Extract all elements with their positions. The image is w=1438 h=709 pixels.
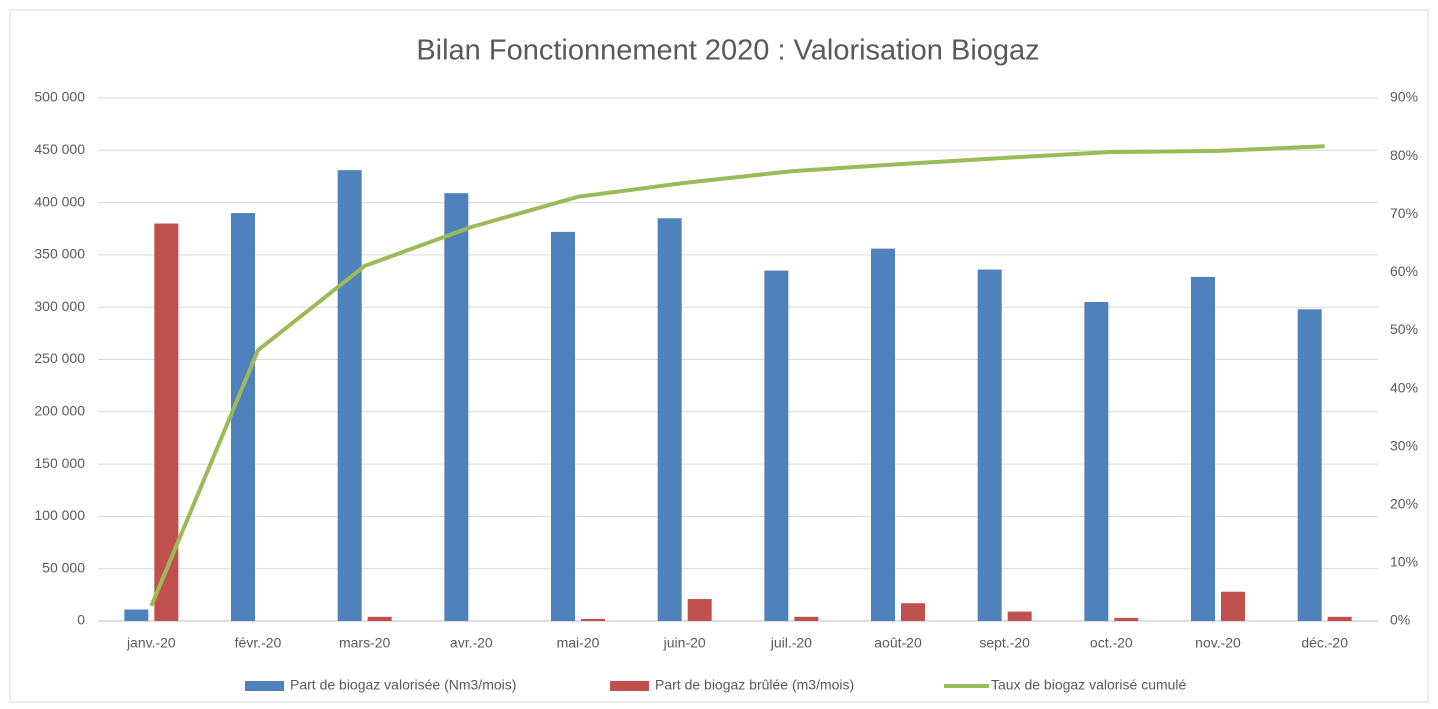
y-tick-label: 300 000 — [34, 298, 85, 314]
x-tick-label: déc.-20 — [1301, 635, 1348, 651]
legend-label: Taux de biogaz valorisé cumulé — [991, 677, 1187, 693]
bar — [444, 193, 469, 621]
x-tick-label: févr.-20 — [235, 635, 282, 651]
bar — [687, 599, 712, 621]
y-tick-label: 0 — [77, 612, 85, 628]
legend-swatch — [610, 681, 649, 691]
bar — [1221, 591, 1245, 621]
y2-tick-label: 30% — [1390, 437, 1418, 453]
x-tick-label: nov.-20 — [1195, 635, 1241, 651]
y2-tick-label: 60% — [1390, 263, 1418, 279]
bar — [901, 603, 925, 621]
y-tick-label: 350 000 — [34, 246, 85, 262]
legend-label: Part de biogaz brûlée (m3/mois) — [655, 677, 854, 693]
bar — [154, 223, 179, 621]
y-tick-label: 200 000 — [34, 403, 85, 419]
bar — [764, 270, 789, 621]
y2-tick-label: 50% — [1390, 321, 1418, 337]
y2-tick-label: 0% — [1390, 612, 1410, 628]
bar — [657, 218, 682, 622]
y2-tick-label: 10% — [1390, 554, 1418, 570]
x-tick-label: juin-20 — [663, 635, 706, 651]
y2-tick-label: 90% — [1390, 89, 1418, 105]
bar — [1007, 611, 1032, 621]
y2-tick-label: 20% — [1390, 495, 1418, 511]
y2-tick-label: 40% — [1390, 379, 1418, 395]
y-tick-label: 500 000 — [34, 89, 85, 105]
y-tick-label: 450 000 — [34, 141, 85, 157]
bar — [337, 170, 362, 621]
bar — [367, 616, 392, 621]
x-tick-label: sept.-20 — [979, 635, 1030, 651]
y-tick-label: 50 000 — [42, 559, 85, 575]
bar — [1084, 301, 1109, 621]
x-tick-label: mars-20 — [339, 635, 391, 651]
legend-label: Part de biogaz valorisée (Nm3/mois) — [290, 677, 516, 693]
x-tick-label: oct.-20 — [1090, 635, 1133, 651]
bar — [1191, 276, 1215, 621]
bar — [231, 213, 255, 621]
bar — [551, 231, 575, 621]
line — [149, 144, 1325, 607]
bar — [1114, 617, 1139, 621]
y-tick-label: 250 000 — [34, 350, 85, 366]
x-tick-label: mai-20 — [557, 635, 600, 651]
x-tick-label: janv.-20 — [126, 635, 176, 651]
bar — [1297, 309, 1322, 621]
bar — [1327, 616, 1352, 621]
y2-tick-label: 80% — [1390, 147, 1418, 163]
chart-title: Bilan Fonctionnement 2020 : Valorisation… — [416, 35, 1039, 67]
bar — [871, 248, 895, 621]
x-tick-label: juil.-20 — [770, 635, 812, 651]
legend-swatch — [245, 681, 284, 691]
bar — [124, 609, 149, 621]
bar — [794, 616, 819, 621]
y-tick-label: 100 000 — [34, 507, 85, 523]
y-tick-label: 150 000 — [34, 455, 85, 471]
y-tick-label: 400 000 — [34, 193, 85, 209]
y2-tick-label: 70% — [1390, 205, 1418, 221]
x-tick-label: avr.-20 — [450, 635, 493, 651]
bar — [581, 618, 605, 621]
x-tick-label: août-20 — [874, 635, 922, 651]
bar — [977, 269, 1002, 621]
chart-frame — [9, 9, 1429, 703]
